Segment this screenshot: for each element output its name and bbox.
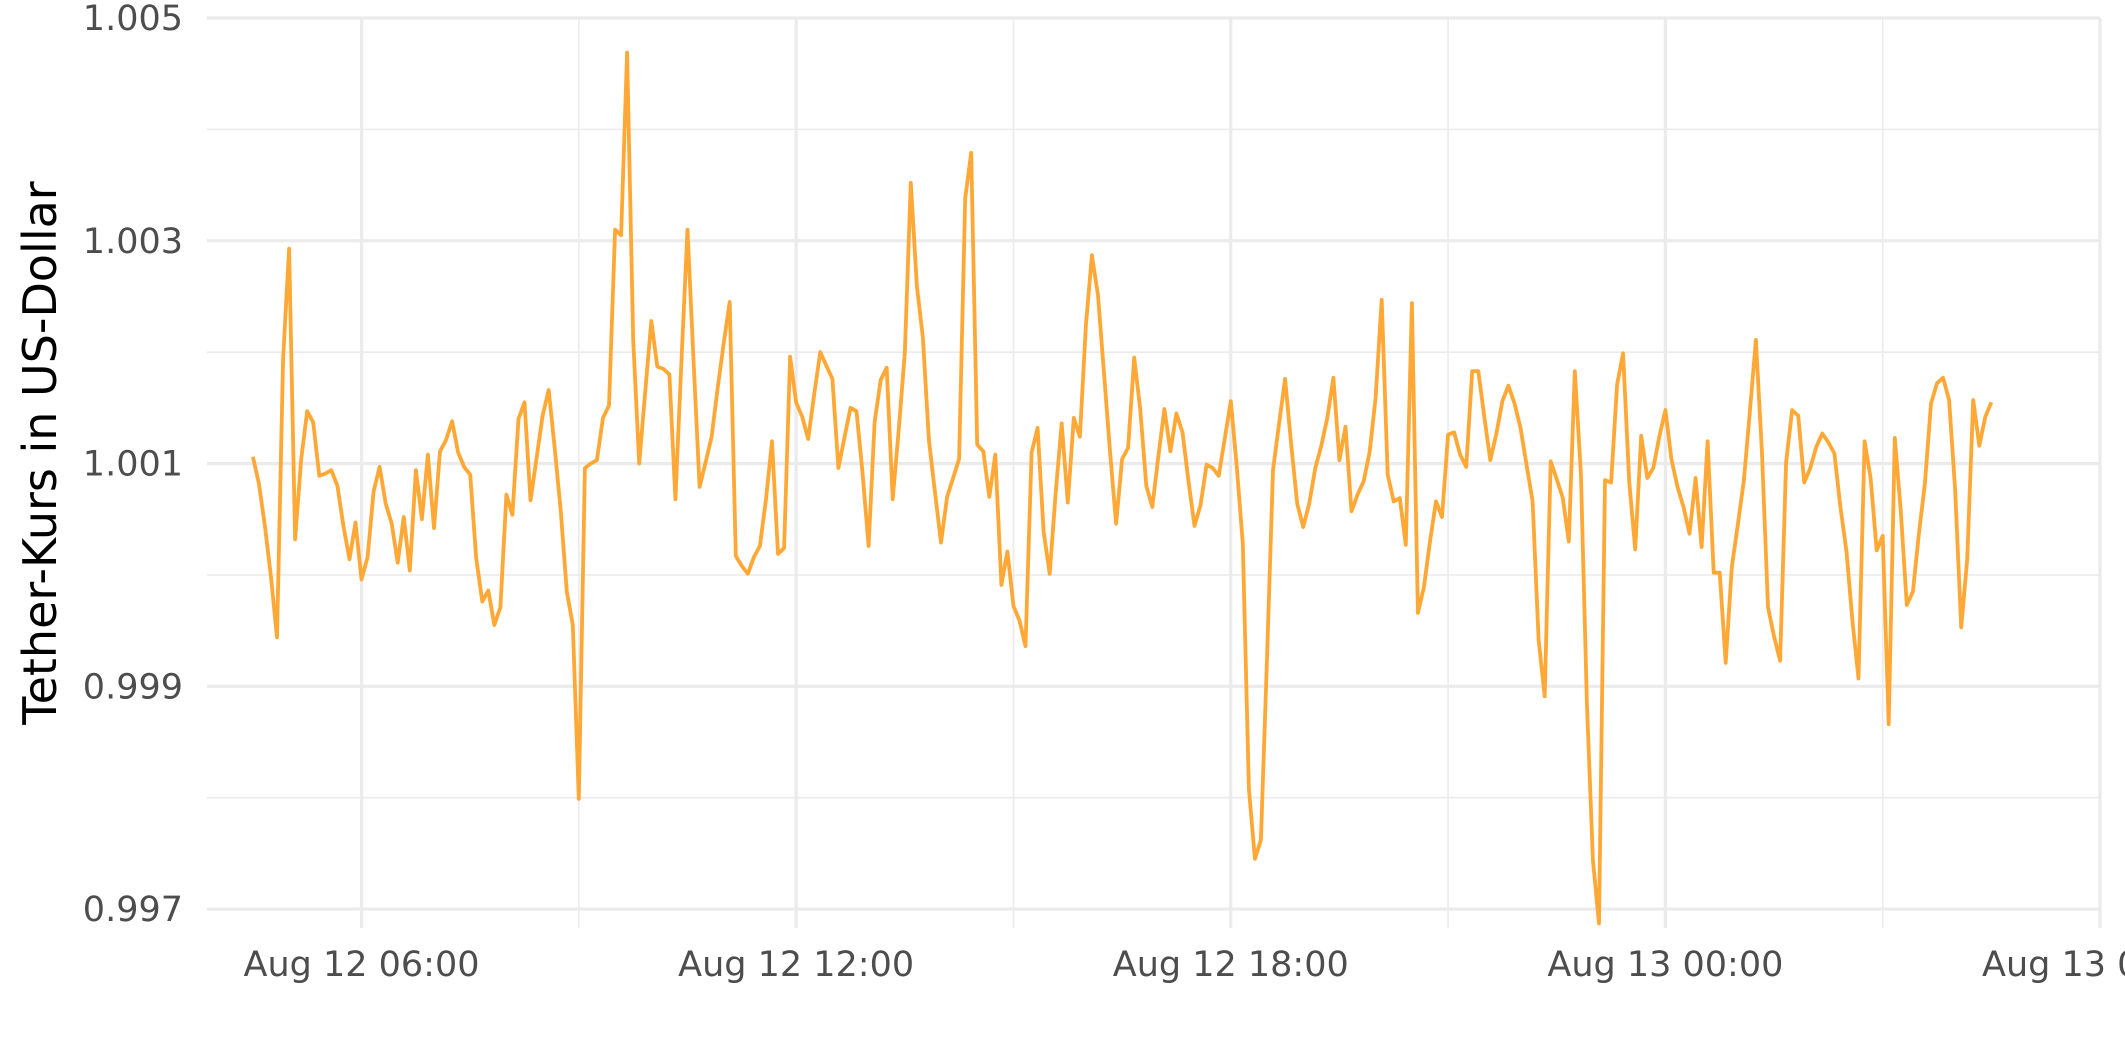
y-axis-title: Tether-Kurs in US-Dollar bbox=[13, 181, 67, 726]
x-tick-label: Aug 13 06:00 bbox=[1982, 945, 2125, 985]
y-tick-label: 0.999 bbox=[83, 667, 183, 707]
y-tick-label: 1.005 bbox=[83, 0, 183, 39]
y-tick-label: 1.001 bbox=[83, 445, 183, 485]
x-tick-label: Aug 12 06:00 bbox=[244, 945, 480, 985]
series-layer bbox=[251, 50, 1994, 926]
x-tick-label: Aug 12 18:00 bbox=[1113, 945, 1349, 985]
grid-major-y bbox=[207, 16, 2100, 911]
x-tick-label: Aug 12 12:00 bbox=[678, 945, 914, 985]
grid-major-x bbox=[359, 18, 2102, 928]
y-tick-labels: 0.997 0.999 1.001 1.003 1.005 bbox=[83, 0, 183, 930]
series-line bbox=[251, 50, 1994, 926]
y-tick-label: 0.997 bbox=[83, 890, 183, 930]
x-tick-labels: Aug 12 06:00 Aug 12 12:00 Aug 12 18:00 Aug … bbox=[244, 945, 2125, 985]
x-tick-label: Aug 13 00:00 bbox=[1547, 945, 1783, 985]
y-tick-label: 1.003 bbox=[83, 222, 183, 262]
